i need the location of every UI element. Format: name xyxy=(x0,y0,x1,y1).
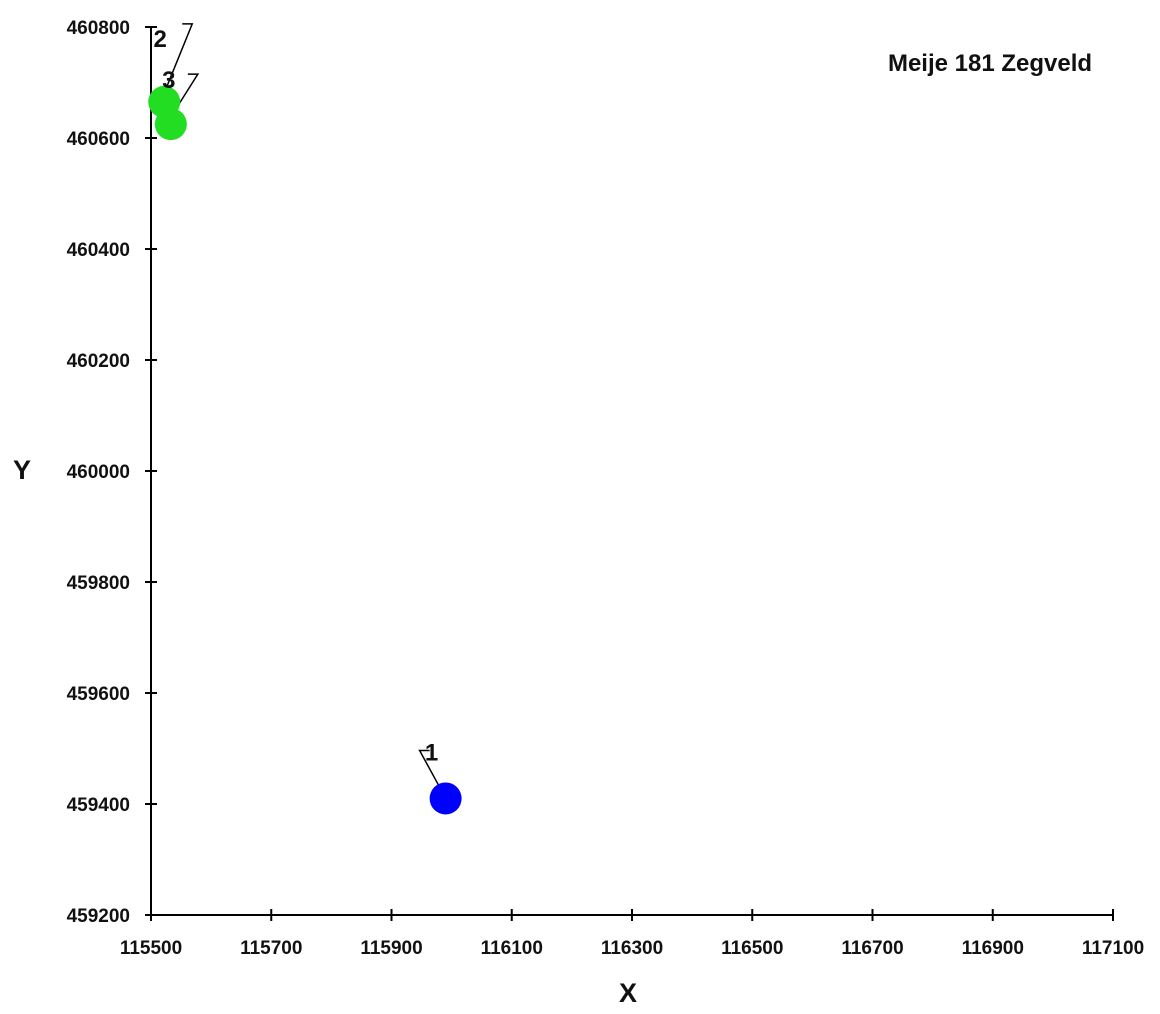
x-tick-label: 116300 xyxy=(601,938,663,959)
x-tick-label: 115500 xyxy=(120,938,182,959)
y-tick-label: 459800 xyxy=(67,573,130,594)
y-axis-ticks: 459200 459400 459600 459800 460000 460200 4604… xyxy=(67,18,157,927)
y-tick-label: 460200 xyxy=(67,351,130,372)
label-leader-2 xyxy=(161,23,194,99)
y-tick-label: 459600 xyxy=(67,684,130,705)
point-label-3: 3 xyxy=(162,67,175,94)
y-tick-label: 460400 xyxy=(67,240,130,261)
y-tick-label: 460800 xyxy=(67,18,130,39)
label-leaders xyxy=(161,23,445,795)
data-points xyxy=(148,85,462,815)
y-tick-label: 460000 xyxy=(67,462,130,483)
point-label-1: 1 xyxy=(425,739,438,766)
y-axis-title: Y xyxy=(13,455,31,485)
x-tick-label: 115900 xyxy=(360,938,422,959)
data-point-3 xyxy=(154,108,187,141)
x-tick-label: 115700 xyxy=(240,938,302,959)
y-tick-label: 459400 xyxy=(67,795,130,816)
x-tick-label: 116500 xyxy=(721,938,783,959)
point-labels: 1 2 3 xyxy=(154,26,439,767)
label-leader-1 xyxy=(418,749,445,795)
x-axis-ticks: 115500 115700 115900 116100 116300 116500 1167… xyxy=(120,909,1144,959)
chart-title: Meije 181 Zegveld xyxy=(888,50,1092,77)
point-label-2: 2 xyxy=(154,26,167,53)
x-tick-label: 116700 xyxy=(841,938,903,959)
x-axis-title: X xyxy=(619,978,637,1008)
data-point-1 xyxy=(429,782,462,815)
x-tick-label: 117100 xyxy=(1082,938,1144,959)
axes xyxy=(150,27,1113,916)
y-tick-label: 459200 xyxy=(67,906,130,927)
x-tick-label: 116100 xyxy=(481,938,543,959)
x-tick-label: 116900 xyxy=(962,938,1024,959)
y-tick-label: 460600 xyxy=(67,129,130,150)
